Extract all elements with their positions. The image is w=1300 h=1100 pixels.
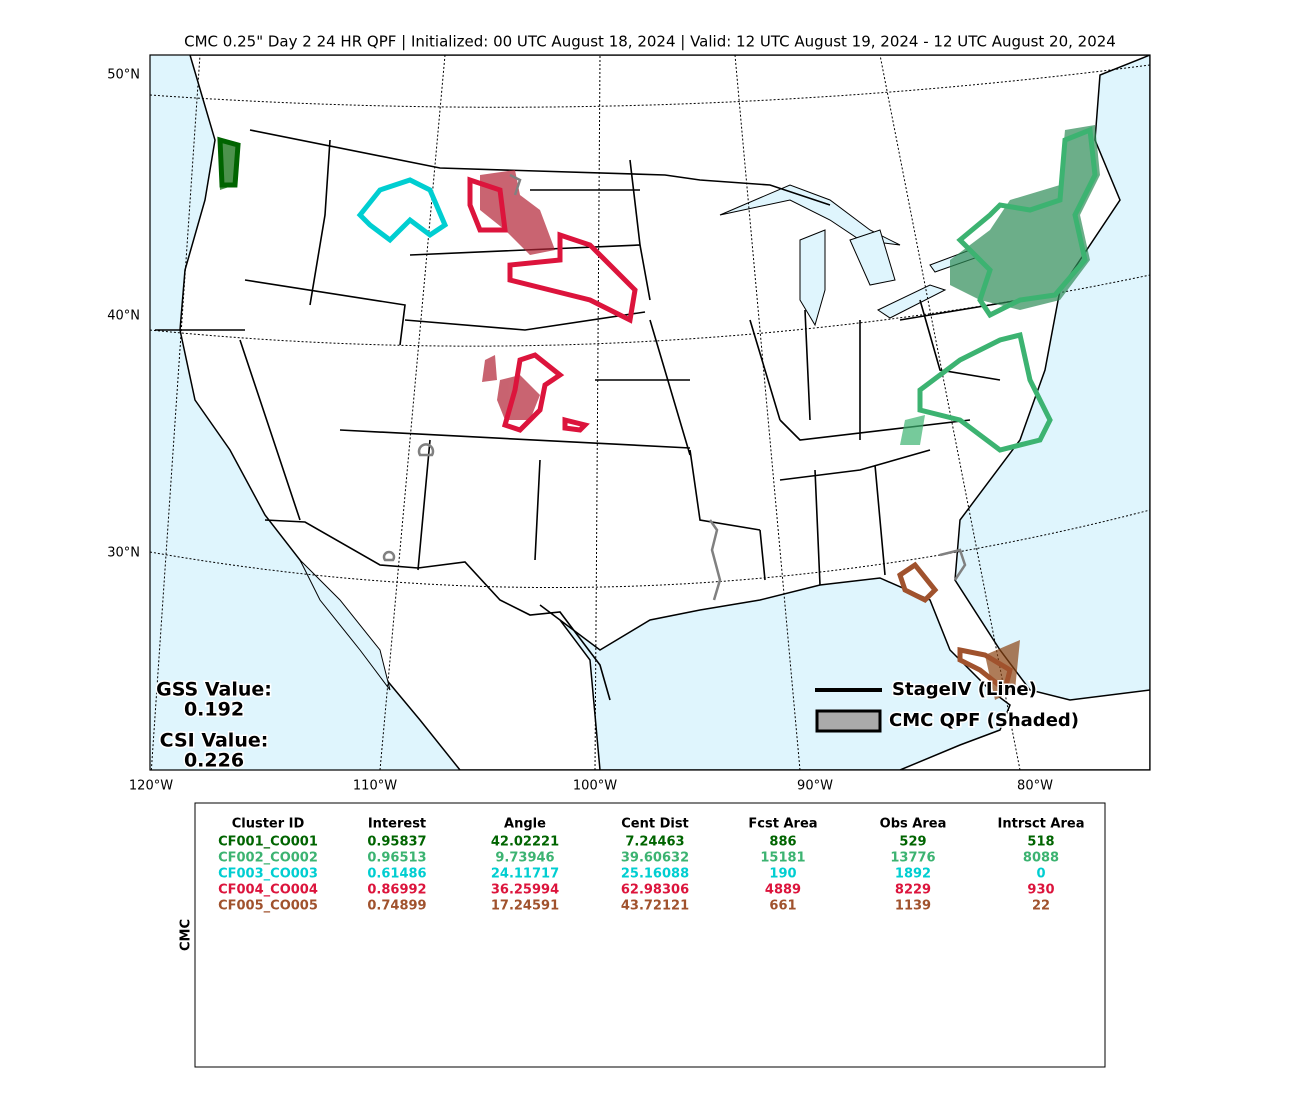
- table-cell: 8229: [895, 883, 931, 898]
- lake-erie: [876, 284, 947, 319]
- table-side-label: CMC: [179, 919, 194, 951]
- title: CMC 0.25" Day 2 24 HR QPF | Initialized:…: [184, 33, 1116, 51]
- stageiv-lines: [382, 173, 967, 601]
- table-cell: 886: [769, 835, 796, 850]
- table-cell: 22: [1032, 899, 1050, 914]
- table-cell: CF004_CO004: [218, 883, 318, 898]
- table-header: Angle: [504, 817, 546, 832]
- border: [264, 519, 611, 701]
- legend: StageIV (Line) CMC QPF (Shaded): [815, 678, 1081, 733]
- table-cell: 42.02221: [491, 835, 559, 850]
- table-cell: 1139: [895, 899, 931, 914]
- table-cell: 7.24463: [625, 835, 684, 850]
- table-header: Interest: [368, 817, 426, 832]
- map: 50°N 40°N 30°N 120°W 110°W 100°W 90°W 80…: [107, 54, 1151, 794]
- gulf-of-california: [299, 559, 391, 691]
- legend-label: StageIV (Line): [892, 679, 1037, 700]
- table-cell: 4889: [765, 883, 801, 898]
- table-cell: 0.95837: [367, 835, 426, 850]
- table: CMC Cluster ID Interest Angle Cent Dist Fcst…: [179, 802, 1106, 1068]
- lon-label: 120°W: [129, 779, 173, 794]
- legend-box: [815, 709, 882, 733]
- table-cell: 15181: [760, 851, 805, 866]
- state-lines: [155, 139, 1021, 586]
- atlantic: [954, 55, 1150, 701]
- lake-huron: [849, 229, 896, 286]
- table-cell: 0.61486: [367, 867, 426, 882]
- table-cell: CF002_CO002: [218, 851, 318, 866]
- table-cell: 930: [1027, 883, 1054, 898]
- gss-value: 0.192: [184, 699, 244, 721]
- table-cell: 1892: [895, 867, 931, 882]
- table-cell: 39.60632: [621, 851, 689, 866]
- table-cell: 0.86992: [367, 883, 426, 898]
- table-cell: 62.98306: [621, 883, 689, 898]
- table-frame: [194, 802, 1106, 1068]
- table-cell: 529: [899, 835, 926, 850]
- scores: GSS Value: 0.192 CSI Value: 0.226: [155, 677, 274, 773]
- table-cell: 661: [769, 899, 796, 914]
- qpf-outlines: [217, 126, 1098, 695]
- lon-label: 80°W: [1017, 779, 1053, 794]
- lat-label: 40°N: [107, 309, 140, 324]
- table-cell: CF005_CO005: [218, 899, 318, 914]
- table-cell: 25.16088: [621, 867, 689, 882]
- table-cell: 43.72121: [621, 899, 689, 914]
- csi-value: 0.226: [184, 750, 244, 772]
- table-cell: 13776: [890, 851, 935, 866]
- table-cell: 190: [769, 867, 796, 882]
- table-cell: 9.73946: [495, 851, 554, 866]
- table-cell: 8088: [1023, 851, 1059, 866]
- gss-label: GSS Value:: [156, 679, 272, 701]
- table-cell: 0: [1036, 867, 1045, 882]
- lon-label: 90°W: [797, 779, 833, 794]
- table-header: Intrsct Area: [998, 817, 1085, 832]
- table-cell: 518: [1027, 835, 1054, 850]
- table-cell: 0.74899: [367, 899, 426, 914]
- table-header: Cent Dist: [621, 817, 689, 832]
- lake-superior: [719, 184, 901, 246]
- legend-label: CMC QPF (Shaded): [889, 710, 1079, 731]
- table-cell: CF003_CO003: [218, 867, 318, 882]
- table-cell: CF001_CO001: [218, 835, 318, 850]
- table-cell: 0.96513: [367, 851, 426, 866]
- border: [249, 129, 831, 206]
- lake-michigan: [799, 229, 826, 327]
- table-header: Fcst Area: [748, 817, 817, 832]
- lon-label: 110°W: [353, 779, 397, 794]
- csi-label: CSI Value:: [160, 730, 269, 752]
- table-header: Cluster ID: [232, 817, 305, 832]
- table-header: Obs Area: [880, 817, 947, 832]
- map-frame: [149, 54, 1151, 771]
- gulf: [539, 577, 1011, 770]
- table-cell: 24.11717: [491, 867, 559, 882]
- lat-label: 30°N: [107, 546, 140, 561]
- table-cell: 36.25994: [491, 883, 559, 898]
- lat-label: 50°N: [107, 68, 140, 83]
- table-cell: 17.24591: [491, 899, 559, 914]
- lon-label: 100°W: [573, 779, 617, 794]
